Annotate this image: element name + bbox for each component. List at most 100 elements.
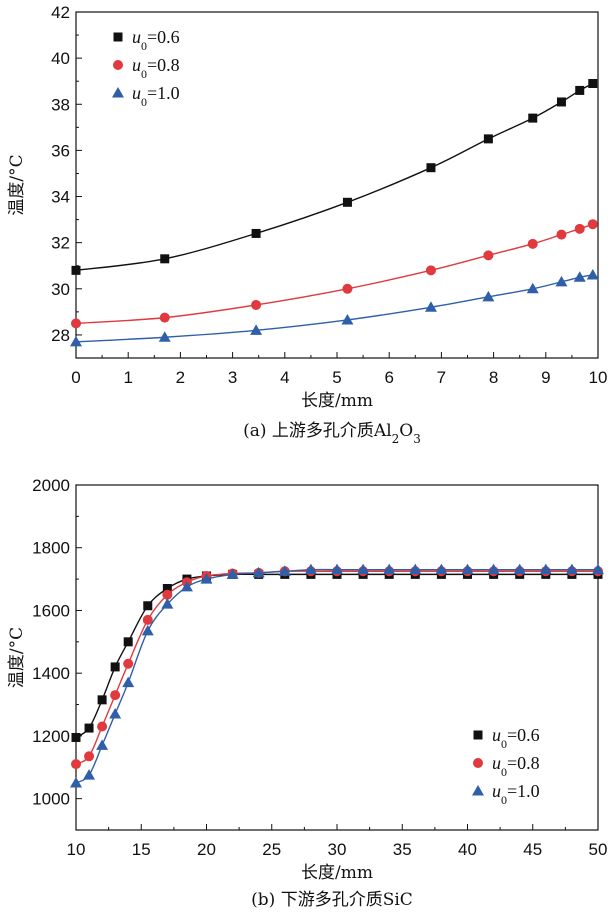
series-line (75, 82, 594, 272)
data-point (97, 695, 107, 705)
legend-label: u0=0.8 (492, 753, 540, 779)
x-tick-label: 1 (123, 368, 132, 387)
series-line (75, 274, 593, 343)
y-tick-label: 1200 (32, 727, 70, 746)
legend-sub: 0 (501, 765, 507, 779)
series-u0=0.6 (71, 79, 598, 275)
x-tick-label: 45 (523, 840, 542, 859)
data-point (71, 759, 81, 770)
data-point (250, 324, 263, 335)
legend-sub: 0 (141, 67, 147, 81)
data-point (565, 563, 578, 575)
legend-var: u (492, 753, 501, 773)
x-tick-label: 10 (67, 840, 86, 859)
caption-subscript: 3 (413, 432, 421, 446)
legend-sub: 0 (501, 737, 507, 751)
legend-marker (473, 730, 483, 740)
chart-caption: (b) 下游多孔介质SiC (251, 890, 413, 910)
x-tick-label: 4 (280, 368, 289, 387)
x-tick-label: 8 (489, 368, 498, 387)
series-u0=0.6 (71, 569, 603, 742)
data-point (539, 563, 552, 575)
data-point (587, 219, 598, 230)
caption-text: O (399, 421, 413, 441)
legend-value: =0.6 (507, 725, 540, 745)
data-point (200, 573, 213, 584)
legend-value: =0.6 (147, 27, 180, 47)
legend-var: u (132, 55, 141, 75)
data-point (527, 238, 538, 249)
y-axis-label: 温度/°C (7, 154, 27, 215)
legend-label: u0=1.0 (132, 83, 180, 109)
data-point (528, 113, 538, 123)
data-point (252, 566, 265, 578)
data-point (160, 254, 170, 264)
data-point (342, 197, 352, 207)
data-point (331, 563, 343, 575)
x-tick-label: 0 (71, 368, 80, 387)
legend-value: =0.8 (147, 55, 180, 75)
data-point (526, 282, 539, 294)
data-point (555, 275, 568, 287)
series-u0=0.8 (71, 219, 598, 329)
y-tick-label: 28 (51, 326, 70, 345)
legend-var: u (492, 725, 501, 745)
data-point (435, 563, 448, 575)
data-point (574, 223, 585, 234)
x-tick-label: 10 (589, 368, 608, 387)
series-line (75, 573, 598, 739)
data-point (97, 721, 108, 732)
legend-var: u (132, 27, 141, 47)
legend-marker (113, 32, 123, 42)
x-tick-label: 9 (541, 368, 550, 387)
data-point (71, 318, 81, 329)
data-point (123, 658, 134, 669)
series-line (75, 223, 594, 325)
data-point (162, 589, 173, 600)
chart-a: 0 1 2 3 4 5 6 7 8 9 102830323436384042长度/mm温度/°C(a… (7, 3, 607, 446)
data-point (122, 676, 135, 688)
data-point (513, 563, 526, 575)
x-tick-label: 6 (384, 368, 393, 387)
data-point (251, 299, 262, 310)
data-point (84, 723, 94, 733)
data-point (278, 565, 291, 576)
y-tick-label: 36 (51, 141, 70, 160)
data-point (357, 563, 370, 575)
data-point (304, 563, 317, 575)
data-point (383, 563, 396, 575)
x-axis-label: 长度/mm (301, 863, 373, 883)
y-tick-label: 38 (51, 95, 70, 114)
data-point (226, 568, 239, 579)
x-tick-label: 3 (228, 368, 237, 387)
legend-label: u0=0.6 (492, 725, 540, 751)
data-point (251, 228, 261, 238)
data-point (556, 229, 567, 240)
x-tick-label: 30 (328, 840, 347, 859)
y-tick-label: 30 (51, 280, 70, 299)
data-point (70, 335, 82, 347)
data-point (84, 751, 95, 762)
y-tick-label: 32 (51, 234, 70, 253)
data-point (409, 563, 422, 575)
legend-label: u0=1.0 (492, 781, 540, 807)
legend-marker (113, 60, 123, 70)
data-point (158, 331, 171, 342)
data-point (487, 563, 500, 575)
data-point (424, 301, 437, 312)
data-point (159, 312, 170, 323)
data-point (142, 614, 153, 625)
legend-value: =1.0 (507, 781, 540, 801)
y-tick-label: 1600 (32, 601, 70, 620)
data-point (141, 624, 154, 636)
data-point (461, 563, 474, 575)
legend-sub: 0 (141, 39, 147, 53)
chart-b: 10 15 20 25 30 35 40 45 50 1000 1200 1400 1600 1800 20… (7, 476, 607, 910)
series-line (75, 568, 598, 784)
x-tick-label: 50 (589, 840, 608, 859)
data-point (180, 580, 193, 592)
series-u0=1.0 (70, 268, 599, 347)
x-tick-label: 20 (197, 840, 216, 859)
data-point (342, 283, 353, 294)
